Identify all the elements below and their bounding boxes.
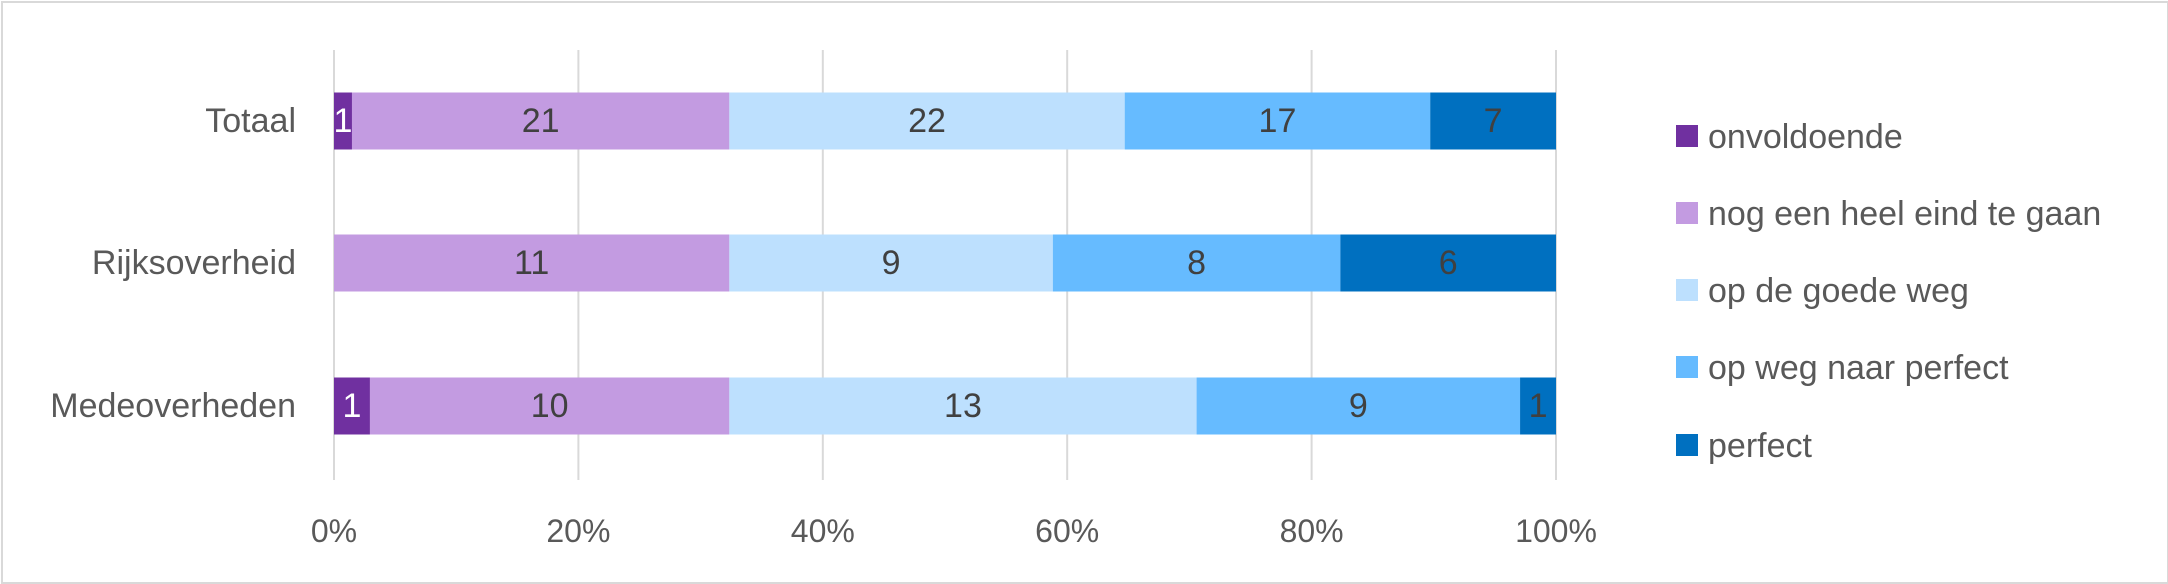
bar-segment (1124, 92, 1431, 150)
bar-segment (334, 92, 352, 150)
bar-segment (334, 377, 370, 435)
legend-swatch (1676, 356, 1698, 378)
data-label: 11 (514, 244, 549, 282)
bar-segment (729, 92, 1125, 150)
legend-swatch (1676, 202, 1698, 224)
data-label: 8 (1187, 244, 1206, 282)
category-label: Totaal (205, 102, 296, 140)
data-label: 10 (531, 387, 569, 425)
bar-segment (334, 234, 730, 292)
category-label: Medeoverheden (50, 387, 296, 425)
bar-segment (1430, 92, 1556, 150)
x-axis-ticks: 0% 20% 40% 60% 80% 100% (311, 513, 1597, 549)
legend-label: nog een heel eind te gaan (1708, 195, 2101, 233)
x-tick-label: 40% (791, 513, 855, 549)
legend-swatch (1676, 434, 1698, 456)
data-label: 7 (1484, 102, 1503, 140)
bar-segment (729, 377, 1197, 435)
bar-segment (1520, 377, 1556, 435)
x-tick-label: 20% (546, 513, 610, 549)
bar-segment (729, 234, 1053, 292)
x-tick-label: 60% (1035, 513, 1099, 549)
category-label: Rijksoverheid (92, 244, 296, 282)
bar-segment (351, 92, 730, 150)
x-tick-label: 100% (1515, 513, 1597, 549)
legend-label: perfect (1708, 427, 1812, 465)
data-label: 22 (908, 102, 946, 140)
data-label: 9 (882, 244, 901, 282)
legend-swatch (1676, 279, 1698, 301)
legend-swatch (1676, 125, 1698, 147)
legend-label: op de goede weg (1708, 272, 1969, 310)
data-label: 17 (1259, 102, 1297, 140)
bar-segment (1052, 234, 1341, 292)
category-labels: Totaal Rijksoverheid Medeoverheden (50, 102, 296, 425)
x-tick-label: 80% (1280, 513, 1344, 549)
data-label: 1 (334, 102, 353, 140)
legend: onvoldoende nog een heel eind te gaan op d… (1676, 118, 2101, 465)
data-label: 1 (343, 387, 362, 425)
data-label: 21 (522, 102, 560, 140)
bar-segment (1196, 377, 1521, 435)
data-label: 9 (1349, 387, 1368, 425)
x-tick-label: 0% (311, 513, 357, 549)
legend-label: op weg naar perfect (1708, 349, 2009, 387)
legend-label: onvoldoende (1708, 118, 1903, 156)
bars: 121221770119861101391 (333, 92, 1556, 435)
bar-segment (1340, 234, 1556, 292)
data-label: 13 (944, 387, 982, 425)
data-label: 6 (1439, 244, 1458, 282)
data-label: 1 (1529, 387, 1548, 425)
bar-segment (369, 377, 730, 435)
